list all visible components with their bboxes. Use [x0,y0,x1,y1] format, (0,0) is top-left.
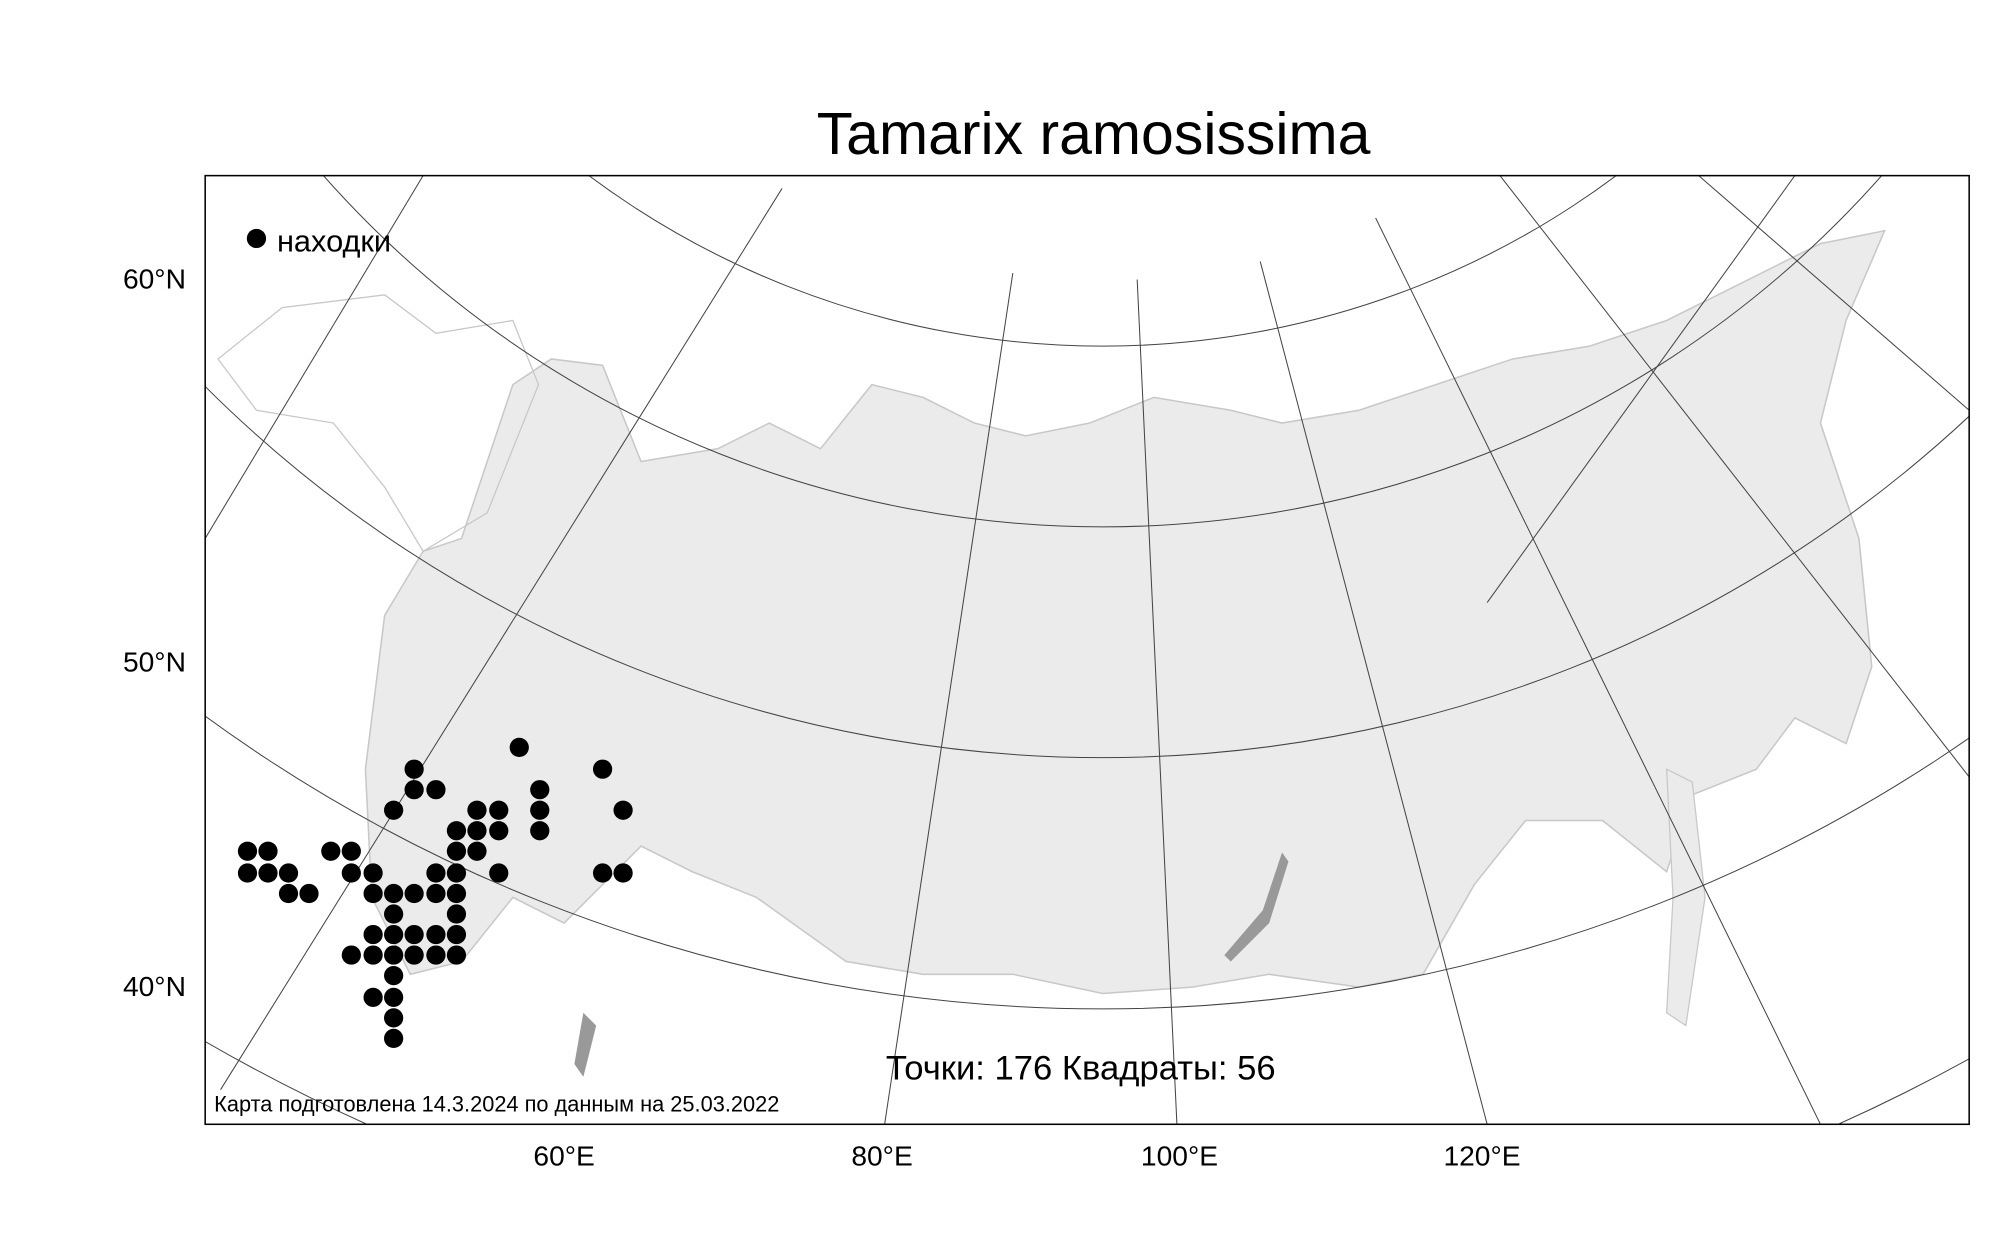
occurrence-dot [446,863,467,883]
occurrence-dot [613,863,633,883]
occurrence-dots [237,737,633,1049]
occurrence-dot [384,800,404,820]
occurrence-dot [363,945,383,965]
occurrence-dot [467,821,487,841]
occurrence-dot [363,863,383,883]
occurrence-dot [426,883,446,904]
occurrence-dot [426,863,446,883]
occurrence-dot [467,841,487,861]
occurrence-dot [363,924,383,945]
occurrence-dot [467,800,487,820]
occurrence-dot [592,863,613,883]
map-title: Tamarix ramosissima [817,102,1371,167]
occurrence-dot [426,945,446,965]
occurrence-dot [489,863,509,883]
occurrence-dot [341,945,361,965]
occurrence-dot [258,863,278,883]
occurrence-dot [384,945,404,965]
y-label: 60°N [123,262,186,294]
occurrence-dot [530,821,550,841]
occurrence-dot [258,841,278,861]
y-label: 50°N [123,646,186,678]
occurrence-dot [278,863,299,883]
occurrence-dot [341,841,361,861]
occurrence-dot [384,1028,404,1049]
occurrence-dot [384,924,404,945]
occurrence-dot [404,924,424,945]
occurrence-dot [446,883,467,904]
occurrence-dot [237,841,258,861]
occurrence-dot [237,863,258,883]
occurrence-dot [341,863,361,883]
occurrence-dot [404,945,424,965]
caspian [574,1012,597,1077]
occurrence-dot [530,780,550,800]
occurrence-dot [363,987,383,1007]
occurrence-dot [404,759,424,779]
land [364,229,1886,995]
occurrence-dot [613,800,633,820]
occurrence-dot [321,841,341,861]
y-label: 40°N [123,970,186,1002]
occurrence-dot [384,883,404,904]
occurrence-dot [426,924,446,945]
occurrence-dot [592,759,613,779]
occurrence-dot [384,904,404,924]
occurrence-dot [384,987,404,1007]
legend-dot [246,228,267,249]
x-label: 100°E [1141,1139,1218,1171]
occurrence-dot [384,1008,404,1028]
map-frame [204,174,1970,1126]
occurrence-dot [509,737,529,758]
baikal [1224,852,1289,962]
x-label: 60°E [533,1139,594,1171]
footer-note: Карта подготовлена 14.3.2024 по данным н… [214,1091,779,1116]
occurrence-dot [530,800,550,820]
x-label: 120°E [1443,1139,1520,1171]
occurrence-dot [404,883,424,904]
occurrence-dot [489,800,509,820]
stats: Точки: 176 Квадраты: 56 [886,1049,1276,1087]
x-label: 80°E [851,1139,912,1171]
occurrence-dot [446,904,467,924]
occurrence-dot [446,841,467,861]
occurrence-dot [404,780,424,800]
occurrence-dot [446,924,467,945]
occurrence-dot [446,821,467,841]
occurrence-dot [489,821,509,841]
sakhalin [1665,768,1706,1027]
occurrence-dot [278,883,299,904]
scandinavia [217,294,540,553]
occurrence-dot [299,883,319,904]
legend-label: находки [277,223,391,258]
occurrence-dot [384,965,404,986]
occurrence-dot [426,780,446,800]
occurrence-dot [363,883,383,904]
occurrence-dot [446,945,467,965]
